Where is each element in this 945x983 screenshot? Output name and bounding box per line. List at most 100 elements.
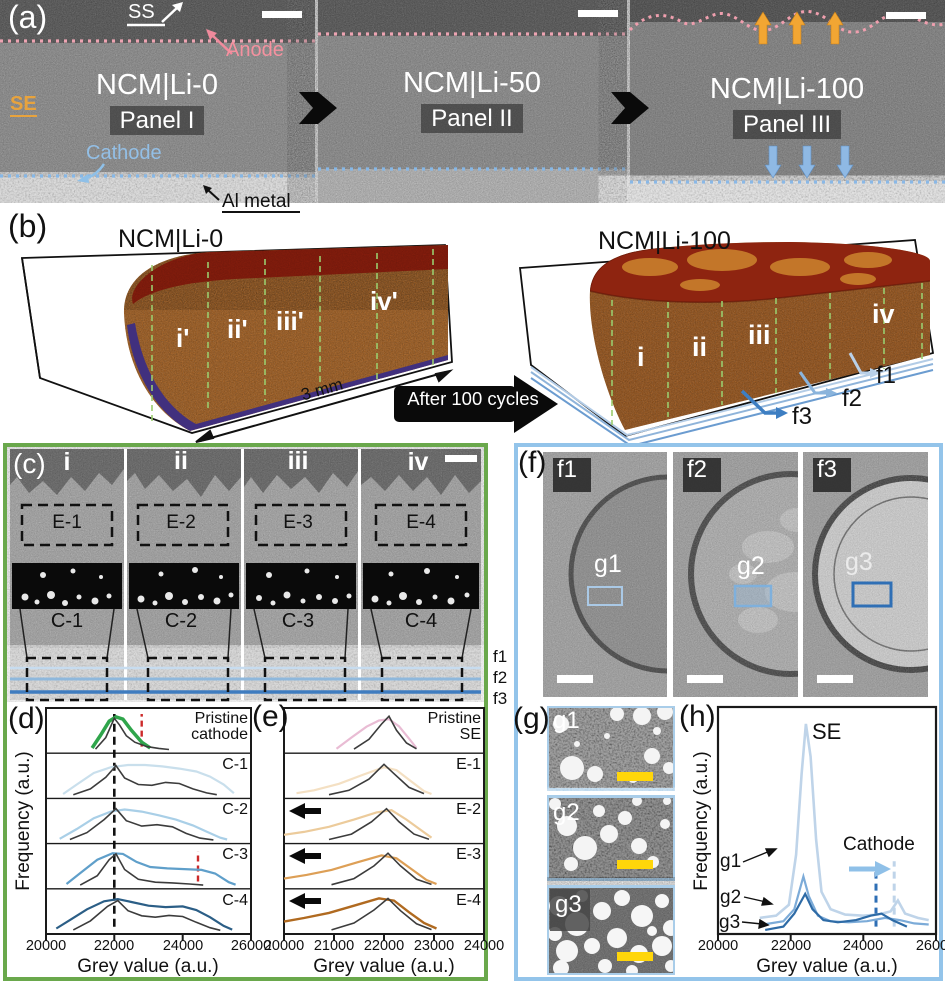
ss-label: SS (128, 1, 155, 23)
panel-b-label: (b) (8, 208, 48, 244)
c-section-ii: ii (174, 447, 188, 475)
badge-f3 (813, 458, 851, 492)
tomography-renders (20, 239, 935, 443)
d-row-label-c1: C-1 (222, 756, 248, 773)
scale-bar-yellow (617, 772, 653, 781)
scale-bar-yellow (617, 952, 653, 961)
badge-g3 (550, 889, 590, 931)
e-tick-23000: 23000 (413, 938, 455, 954)
roi-rect-g2 (733, 584, 773, 608)
roi-box-E-4 (374, 503, 468, 547)
panel-c-label: (c) (13, 448, 46, 479)
e-tick-20000: 20000 (263, 938, 305, 954)
sem-image-ncm-li-0 (0, 0, 315, 203)
sample-title-2: NCM|Li-50 (402, 67, 542, 99)
roi-zoom-images (547, 706, 675, 975)
section-label-iii-prime: iii' (276, 306, 304, 336)
f-roi-label-g2: g2 (737, 552, 765, 580)
slice-pointer-arrows (740, 352, 881, 419)
section-label-iv-prime: iv' (370, 286, 398, 316)
h-series-label-g1: g1 (720, 851, 742, 872)
panel-subtitle-3: Panel III (732, 110, 842, 139)
render-title-right: NCM|Li-100 (598, 227, 731, 255)
side-slice-label-f3: f3 (493, 689, 508, 708)
section-label-ii: ii (692, 332, 708, 362)
d-row-label-c4: C-4 (222, 892, 248, 909)
scale-bar-yellow (617, 860, 653, 869)
e-row-label-e1: E-1 (456, 756, 481, 773)
after-cycles-arrow (394, 375, 558, 433)
e-box-label-2: E-2 (166, 512, 196, 533)
section-label-i: i (637, 342, 645, 372)
d-y-axis-label: Frequency (a.u.) (13, 751, 34, 891)
slice-label-f2: f2 (842, 385, 863, 412)
panel-subtitle-1: Panel I (109, 106, 205, 135)
d-tick-26000: 26000 (230, 938, 272, 954)
side-slice-label-f2: f2 (493, 668, 508, 687)
panel-h-label: (h) (679, 700, 716, 733)
e-tick-21000: 21000 (313, 938, 355, 954)
c-section-i: i (63, 448, 71, 476)
badge-f1 (553, 458, 591, 492)
h-series-label-g3: g3 (719, 912, 741, 933)
sem-section-columns (10, 449, 481, 702)
f-roi-label-g3: g3 (845, 548, 873, 576)
separator-layer-lines (530, 358, 934, 443)
e-row-label-e3: E-3 (456, 846, 481, 863)
scale-bar (262, 11, 302, 18)
after-cycles-label: After 100 cycles (407, 388, 539, 409)
f-image-label-3: f3 (817, 456, 838, 483)
roi-image-g3 (547, 885, 675, 975)
e-x-axis-label: Grey value (a.u.) (313, 956, 455, 977)
d-row-label-c2: C-2 (222, 801, 248, 818)
badge-f2 (683, 458, 721, 492)
e-box-label-1: E-1 (52, 512, 82, 533)
c-box-label-1: C-1 (50, 610, 84, 632)
h-tick-20000: 20000 (697, 938, 739, 954)
e-tick-22000: 22000 (363, 938, 405, 954)
d-x-axis-label: Grey value (a.u.) (77, 956, 219, 977)
section-lines-right (611, 283, 923, 425)
slice-label-f1: f1 (876, 362, 897, 389)
cathode-insets (12, 563, 479, 609)
f-image-label-2: f2 (687, 456, 708, 483)
slice-image-f1 (543, 452, 667, 697)
panel-a-label: (a) (8, 0, 48, 35)
h-series-label-g2: g2 (720, 887, 742, 908)
magnification-trapezoids (19, 608, 472, 659)
e-row-label-e4: E-4 (456, 892, 481, 909)
sample-title-3: NCM|Li-100 (709, 73, 865, 105)
al-metal-label: Al metal (222, 191, 291, 212)
h-tick-22000: 22000 (770, 938, 812, 954)
sem-cross-section-strip (0, 0, 945, 203)
g-image-label-3: g3 (555, 891, 582, 918)
panel-d-label: (d) (8, 702, 45, 735)
roi-image-g2 (547, 795, 675, 881)
section-label-i-prime: i' (176, 323, 190, 353)
c-box-label-3: C-3 (281, 610, 315, 632)
panel-f-label: (f) (518, 446, 547, 479)
panel-subtitle-2: Panel II (421, 104, 523, 133)
e-box-label-4: E-4 (406, 512, 436, 533)
roi-image-g1 (547, 706, 675, 791)
sem-image-ncm-li-50 (318, 0, 627, 203)
render-title-left: NCM|Li-0 (118, 225, 224, 253)
h-tick-26000: 26000 (915, 938, 945, 954)
f-roi-label-g1: g1 (594, 550, 622, 578)
sem-image-ncm-li-100 (628, 0, 945, 203)
d-row-label-c3: C-3 (222, 846, 248, 863)
se-label: SE (10, 93, 37, 117)
h-x-axis-label: Grey value (a.u.) (756, 956, 898, 977)
c-box-label-4: C-4 (404, 610, 438, 632)
scale-arrow-3mm (195, 369, 454, 443)
d-tick-22000: 22000 (93, 938, 135, 954)
e-row-label-pristine: Pristine SE (427, 710, 481, 744)
sample-title-1: NCM|Li-0 (96, 69, 218, 101)
e-tick-24000: 24000 (463, 938, 505, 954)
section-label-iii: iii (748, 320, 771, 350)
g-image-label-2: g2 (553, 799, 580, 826)
disc-slice-images (543, 452, 928, 697)
h-tick-24000: 24000 (842, 938, 884, 954)
anode-label: Anode (226, 39, 284, 61)
roi-box-E-3 (254, 503, 348, 547)
